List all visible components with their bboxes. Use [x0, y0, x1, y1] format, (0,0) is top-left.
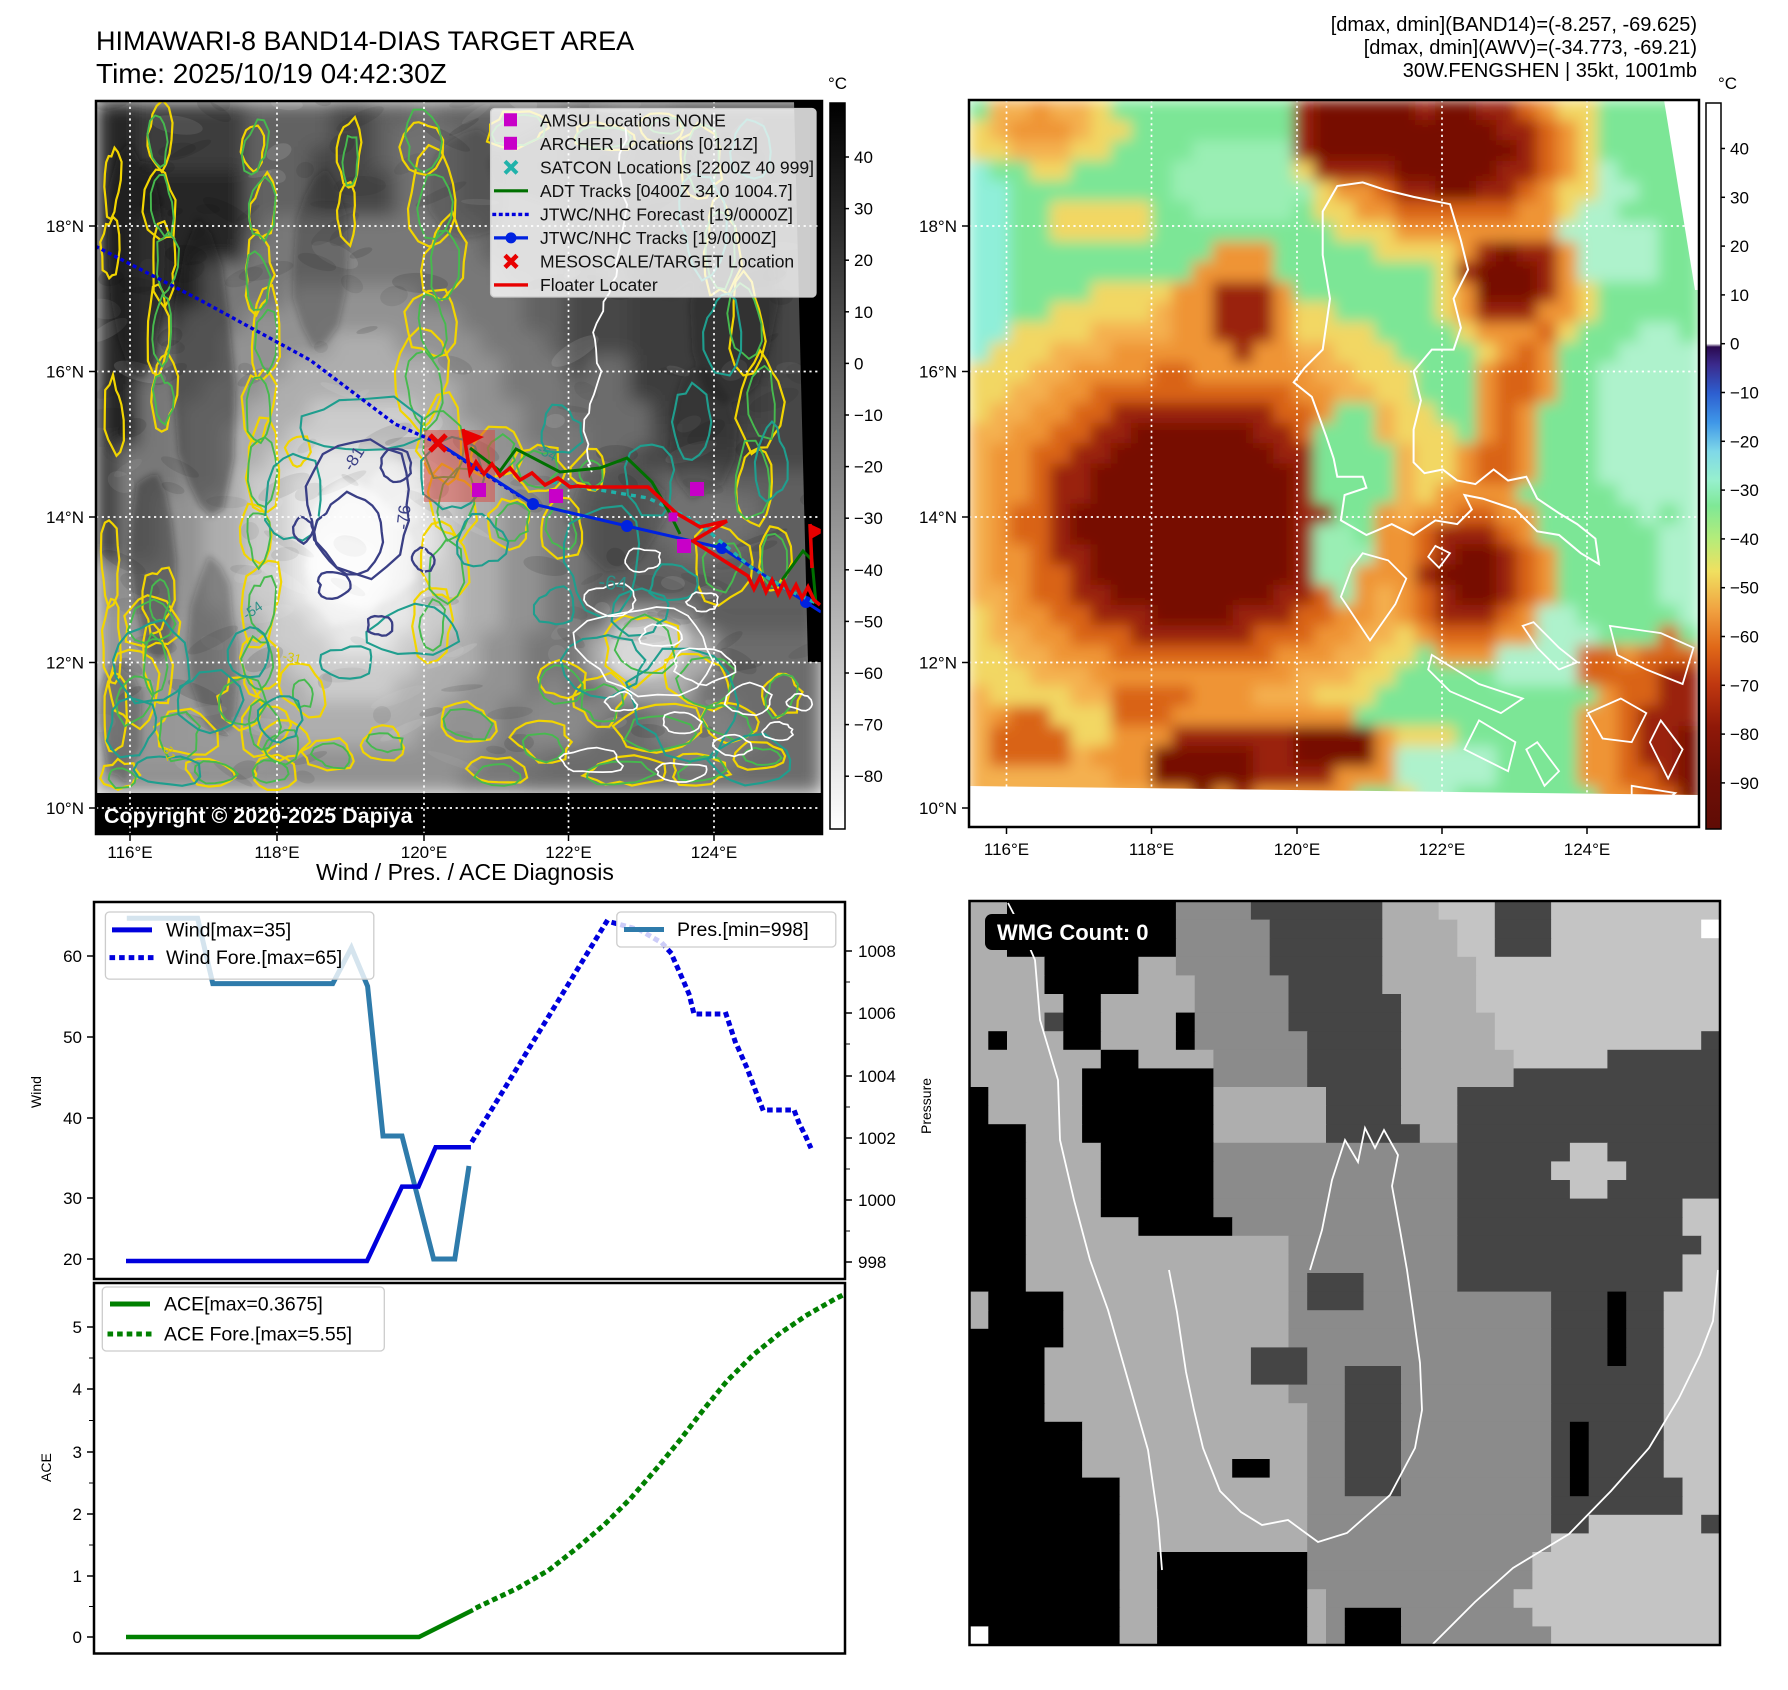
- svg-text:-76: -76: [393, 504, 414, 530]
- svg-text:0: 0: [1730, 335, 1739, 354]
- svg-text:−30: −30: [1730, 481, 1759, 500]
- svg-text:20: 20: [1730, 237, 1749, 256]
- svg-text:SATCON Locations [2200Z 40 999: SATCON Locations [2200Z 40 999]: [540, 157, 814, 177]
- svg-text:1002: 1002: [858, 1129, 896, 1148]
- svg-text:30: 30: [63, 1189, 82, 1208]
- svg-text:−50: −50: [854, 612, 883, 631]
- svg-text:116°E: 116°E: [984, 840, 1029, 859]
- svg-text:MESOSCALE/TARGET Location: MESOSCALE/TARGET Location: [540, 251, 794, 271]
- svg-text:−80: −80: [854, 767, 883, 786]
- svg-text:ADT Tracks [0400Z 34.0 1004.7]: ADT Tracks [0400Z 34.0 1004.7]: [540, 181, 793, 201]
- svg-text:0: 0: [854, 354, 863, 373]
- svg-text:12°N: 12°N: [919, 654, 957, 673]
- svg-text:Floater Locater: Floater Locater: [540, 275, 658, 295]
- svg-text:120°E: 120°E: [401, 843, 448, 862]
- svg-text:ACE Fore.[max=5.55]: ACE Fore.[max=5.55]: [164, 1324, 352, 1346]
- svg-text:-31: -31: [281, 648, 303, 667]
- svg-text:30: 30: [1730, 188, 1749, 207]
- svg-text:14°N: 14°N: [46, 508, 84, 527]
- svg-text:124°E: 124°E: [691, 843, 738, 862]
- svg-text:−40: −40: [854, 561, 883, 580]
- svg-text:20: 20: [63, 1250, 82, 1269]
- svg-text:40: 40: [63, 1109, 82, 1128]
- svg-text:16°N: 16°N: [919, 363, 957, 382]
- svg-text:3: 3: [73, 1443, 82, 1462]
- svg-text:Wind Fore.[max=65]: Wind Fore.[max=65]: [166, 947, 342, 969]
- svg-text:118°E: 118°E: [254, 843, 299, 862]
- svg-text:16°N: 16°N: [46, 363, 84, 382]
- svg-text:−20: −20: [854, 458, 883, 477]
- svg-text:−60: −60: [854, 664, 883, 683]
- svg-text:−10: −10: [854, 406, 883, 425]
- svg-text:−50: −50: [1730, 579, 1759, 598]
- svg-text:−80: −80: [1730, 725, 1759, 744]
- svg-text:Wind[max=35]: Wind[max=35]: [166, 920, 291, 942]
- svg-text:10°N: 10°N: [919, 799, 957, 818]
- svg-text:−30: −30: [854, 509, 883, 528]
- svg-text:−70: −70: [854, 716, 883, 735]
- svg-text:116°E: 116°E: [107, 843, 152, 862]
- svg-text:−40: −40: [1730, 530, 1759, 549]
- svg-text:1008: 1008: [858, 942, 896, 961]
- svg-text:−70: −70: [1730, 676, 1759, 695]
- svg-text:20: 20: [854, 251, 873, 270]
- svg-text:0: 0: [73, 1628, 82, 1647]
- svg-text:30: 30: [854, 200, 873, 219]
- svg-text:Pres.[min=998]: Pres.[min=998]: [677, 919, 809, 941]
- svg-text:118°E: 118°E: [1129, 840, 1174, 859]
- svg-text:ARCHER Locations [0121Z]: ARCHER Locations [0121Z]: [540, 134, 758, 154]
- svg-text:998: 998: [858, 1253, 886, 1272]
- svg-text:10: 10: [1730, 286, 1749, 305]
- svg-text:AMSU Locations NONE: AMSU Locations NONE: [540, 110, 726, 130]
- svg-text:−10: −10: [1730, 384, 1759, 403]
- svg-text:14°N: 14°N: [919, 508, 957, 527]
- svg-text:122°E: 122°E: [545, 843, 592, 862]
- svg-text:ACE[max=0.3675]: ACE[max=0.3675]: [164, 1294, 323, 1316]
- svg-text:Copyright © 2020-2025 Dapiya: Copyright © 2020-2025 Dapiya: [104, 804, 414, 828]
- svg-text:1004: 1004: [858, 1067, 896, 1086]
- svg-text:−20: −20: [1730, 432, 1759, 451]
- svg-text:1000: 1000: [858, 1191, 896, 1210]
- svg-text:120°E: 120°E: [1274, 840, 1321, 859]
- svg-text:−60: −60: [1730, 628, 1759, 647]
- svg-text:122°E: 122°E: [1419, 840, 1466, 859]
- svg-text:40: 40: [854, 148, 873, 167]
- svg-text:12°N: 12°N: [46, 654, 84, 673]
- svg-text:10°N: 10°N: [46, 799, 84, 818]
- svg-text:10: 10: [854, 303, 873, 322]
- svg-text:18°N: 18°N: [46, 217, 84, 236]
- svg-text:40: 40: [1730, 140, 1749, 159]
- svg-text:1006: 1006: [858, 1004, 896, 1023]
- svg-text:-64: -64: [597, 571, 628, 596]
- svg-text:−90: −90: [1730, 774, 1759, 793]
- svg-text:50: 50: [63, 1028, 82, 1047]
- svg-text:5: 5: [73, 1318, 82, 1337]
- svg-text:124°E: 124°E: [1564, 840, 1611, 859]
- svg-text:4: 4: [73, 1380, 82, 1399]
- svg-text:31: 31: [160, 744, 179, 762]
- svg-text:18°N: 18°N: [919, 217, 957, 236]
- svg-text:JTWC/NHC Tracks [19/0000Z]: JTWC/NHC Tracks [19/0000Z]: [540, 228, 776, 248]
- svg-text:JTWC/NHC Forecast [19/0000Z]: JTWC/NHC Forecast [19/0000Z]: [540, 204, 793, 224]
- svg-text:2: 2: [73, 1505, 82, 1524]
- svg-text:1: 1: [73, 1567, 82, 1586]
- svg-text:WMG Count: 0: WMG Count: 0: [997, 920, 1149, 945]
- svg-text:60: 60: [63, 947, 82, 966]
